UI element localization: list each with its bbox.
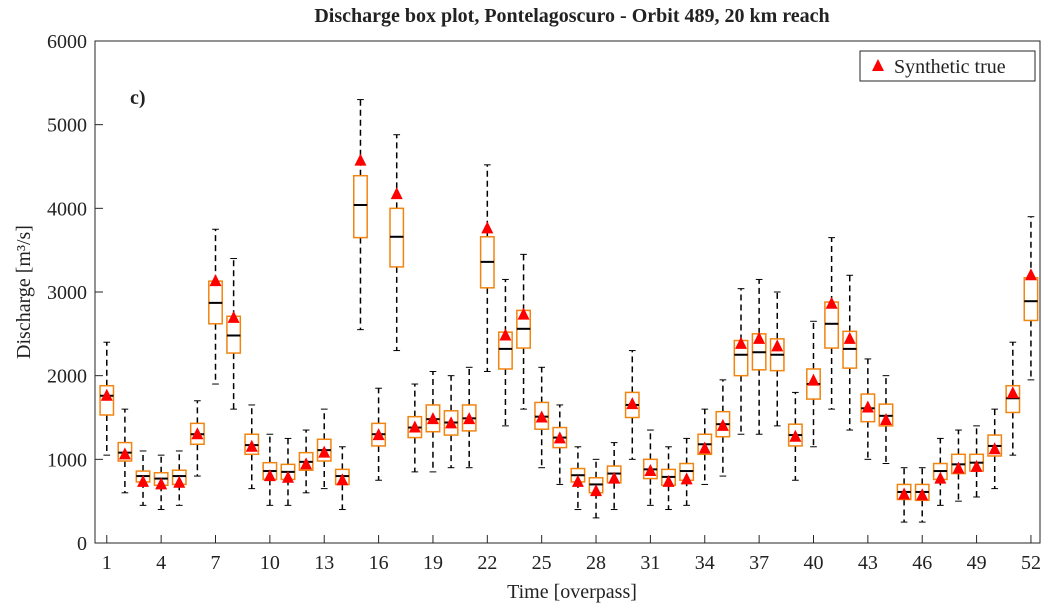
chart-title: Discharge box plot, Pontelagoscuro - Orb… <box>314 5 829 27</box>
x-tick-label: 13 <box>314 552 334 574</box>
true-marker <box>499 328 512 341</box>
true-marker <box>100 388 113 401</box>
true-marker <box>590 484 603 497</box>
x-tick-label: 4 <box>156 552 166 574</box>
legend-box <box>859 50 1036 82</box>
true-marker <box>354 153 367 166</box>
true-marker <box>155 477 168 490</box>
y-tick-label: 4000 <box>47 198 87 220</box>
x-tick-label: 25 <box>532 552 552 574</box>
true-marker <box>916 488 929 501</box>
true-marker <box>753 331 766 344</box>
true-marker <box>662 474 675 487</box>
x-tick-label: 49 <box>967 552 987 574</box>
true-marker <box>481 221 494 234</box>
true-marker <box>553 431 566 444</box>
y-tick-label: 2000 <box>47 366 87 388</box>
true-marker <box>571 474 584 487</box>
true-marker <box>716 418 729 431</box>
true-marker <box>227 310 240 323</box>
true-marker <box>245 439 258 452</box>
true-marker <box>137 474 150 487</box>
true-marker <box>191 427 204 440</box>
true-marker <box>336 473 349 486</box>
x-tick-label: 10 <box>260 552 280 574</box>
true-marker <box>988 442 1001 455</box>
true-marker <box>318 445 331 458</box>
true-marker <box>517 307 530 320</box>
true-marker <box>952 461 965 474</box>
true-marker <box>807 373 820 386</box>
true-marker <box>281 470 294 483</box>
x-tick-label: 43 <box>858 552 878 574</box>
x-tick-label: 19 <box>423 552 443 574</box>
true-marker <box>608 471 621 484</box>
true-marker <box>408 420 421 433</box>
true-marker <box>300 457 313 470</box>
true-marker <box>680 472 693 485</box>
x-tick-label: 40 <box>803 552 823 574</box>
true-marker <box>209 274 222 287</box>
box <box>1023 277 1039 322</box>
true-marker <box>372 428 385 441</box>
y-tick-label: 3000 <box>47 282 87 304</box>
true-marker <box>263 469 276 482</box>
x-axis-label: Time [overpass] <box>507 581 637 603</box>
true-marker <box>843 331 856 344</box>
true-marker <box>898 487 911 500</box>
true-marker <box>118 447 131 460</box>
y-tick-label: 0 <box>77 533 87 555</box>
true-marker <box>970 459 983 472</box>
x-tick-label: 52 <box>1021 552 1041 574</box>
true-marker <box>735 336 748 349</box>
y-tick-label: 6000 <box>47 31 87 53</box>
x-tick-label: 1 <box>102 552 112 574</box>
true-marker <box>934 471 947 484</box>
x-tick-label: 16 <box>369 552 389 574</box>
x-tick-label: 31 <box>640 552 660 574</box>
box <box>824 301 840 349</box>
true-marker <box>789 429 802 442</box>
legend-label: Synthetic true <box>894 56 1006 78</box>
x-tick-label: 34 <box>695 552 715 574</box>
true-marker <box>445 416 458 429</box>
x-tick-label: 37 <box>749 552 769 574</box>
true-marker <box>825 296 838 309</box>
true-marker <box>626 397 639 410</box>
true-marker <box>1024 268 1037 281</box>
legend-marker <box>872 59 884 71</box>
true-marker <box>698 441 711 454</box>
y-axis-label: Discharge [m³/s] <box>13 225 35 359</box>
true-marker <box>173 475 186 488</box>
x-tick-label: 46 <box>912 552 932 574</box>
true-marker <box>426 412 439 425</box>
box <box>353 174 368 239</box>
annotation: c) <box>130 87 146 109</box>
true-marker <box>1006 386 1019 399</box>
x-tick-label: 22 <box>477 552 497 574</box>
x-tick-label: 7 <box>211 552 221 574</box>
true-marker <box>861 400 874 413</box>
true-marker <box>463 412 476 425</box>
y-tick-label: 1000 <box>47 449 87 471</box>
x-tick-label: 28 <box>586 552 606 574</box>
true-marker <box>390 187 403 200</box>
true-marker <box>535 410 548 423</box>
y-tick-label: 5000 <box>47 115 87 137</box>
true-marker <box>644 464 657 477</box>
true-marker <box>879 413 892 426</box>
true-marker <box>771 339 784 352</box>
plot-area <box>94 40 1041 544</box>
